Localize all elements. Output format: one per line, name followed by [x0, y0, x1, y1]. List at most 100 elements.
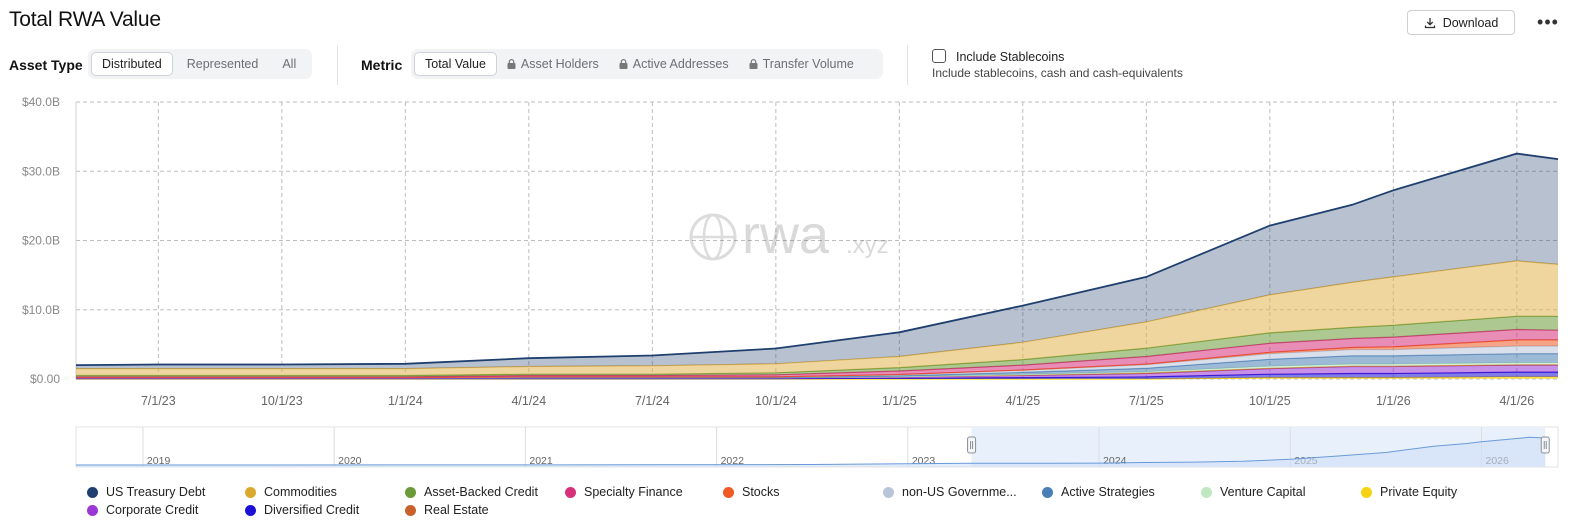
- legend-swatch: [565, 486, 576, 498]
- handle-grip[interactable]: [967, 436, 977, 454]
- metric-transfer-volume[interactable]: Transfer Volume: [739, 52, 864, 76]
- legend-item[interactable]: Active Strategies: [1042, 485, 1155, 499]
- navigator-area: [76, 437, 1546, 467]
- x-tick-label: 1/1/24: [388, 394, 423, 408]
- watermark-text: rwa: [742, 205, 830, 265]
- lock-icon: [619, 59, 628, 69]
- legend-item[interactable]: Commodities: [245, 485, 337, 499]
- area-us-treasury-debt[interactable]: [76, 153, 1558, 369]
- globe-icon: [689, 213, 737, 261]
- download-button[interactable]: Download: [1407, 10, 1515, 35]
- download-label: Download: [1442, 15, 1499, 30]
- legend-label: Real Estate: [424, 503, 489, 517]
- watermark-suffix: .xyz: [846, 232, 889, 259]
- lock-icon: [507, 59, 516, 69]
- asset-type-distributed[interactable]: Distributed: [91, 52, 173, 76]
- watermark: rwa .xyz: [689, 205, 889, 265]
- legend-label: Venture Capital: [1220, 485, 1306, 499]
- navigator-line: [75, 436, 1546, 466]
- legend-swatch: [1361, 486, 1372, 498]
- legend-swatch: [1201, 486, 1212, 498]
- asset-type-label: Asset Type: [9, 57, 83, 73]
- area-diversified-credit[interactable]: [76, 372, 1558, 379]
- legend-swatch: [87, 504, 98, 516]
- legend-swatch: [245, 486, 256, 498]
- globe-meridian: [702, 213, 724, 261]
- legend-label: Active Strategies: [1061, 485, 1155, 499]
- legend-item[interactable]: Venture Capital: [1201, 485, 1305, 499]
- asset-type-represented[interactable]: Represented: [186, 57, 259, 71]
- handle-grip[interactable]: [1540, 436, 1550, 454]
- range-navigator[interactable]: 20192020202120222023202420252026: [0, 425, 1575, 475]
- legend-item[interactable]: Stocks: [723, 485, 780, 499]
- download-icon: [1424, 17, 1435, 28]
- metric-active-addresses-label: Active Addresses: [632, 57, 729, 71]
- navigator-tick-label: 2020: [338, 455, 362, 467]
- legend-label: Diversified Credit: [264, 503, 360, 517]
- more-options-icon[interactable]: •••: [1537, 11, 1559, 32]
- metric-asset-holders-label: Asset Holders: [520, 57, 599, 71]
- lock-icon: [749, 59, 758, 69]
- divider: [337, 45, 338, 85]
- include-stablecoins-checkbox[interactable]: [932, 49, 946, 63]
- area-commodities[interactable]: [76, 260, 1558, 376]
- legend-swatch: [87, 486, 98, 498]
- legend-swatch: [405, 486, 416, 498]
- rwa-area-chart[interactable]: $0.00 $10.0B $20.0B $30.0B $40.0B 7/1/23 10/1/…: [0, 90, 1575, 420]
- y-tick-label: $40.0B: [22, 95, 60, 109]
- legend-item[interactable]: Private Equity: [1361, 485, 1457, 499]
- y-tick-label: $30.0B: [22, 164, 60, 178]
- legend-swatch: [1042, 486, 1053, 498]
- legend-swatch: [883, 486, 894, 498]
- page-title: Total RWA Value: [9, 8, 161, 31]
- metric-label: Metric: [361, 57, 403, 73]
- legend-item[interactable]: non-US Governme...: [883, 485, 1017, 499]
- navigator-handle-left[interactable]: [967, 436, 977, 454]
- asset-type-all[interactable]: All: [282, 57, 297, 71]
- legend-item[interactable]: Asset-Backed Credit: [405, 485, 538, 499]
- x-tick-label: 10/1/24: [755, 394, 797, 408]
- metric-total-value[interactable]: Total Value: [414, 52, 497, 76]
- legend-swatch: [405, 504, 416, 516]
- x-tick-label: 7/1/23: [141, 394, 176, 408]
- navigator-tick-label: 2019: [147, 455, 171, 467]
- legend-item[interactable]: US Treasury Debt: [87, 485, 205, 499]
- navigator-tick-label: 2022: [721, 455, 745, 467]
- x-tick-label: 10/1/25: [1249, 394, 1291, 408]
- area-corporate-credit[interactable]: [76, 365, 1558, 379]
- legend-label: non-US Governme...: [902, 485, 1017, 499]
- legend-item[interactable]: Real Estate: [405, 503, 489, 517]
- x-tick-label: 10/1/23: [261, 394, 303, 408]
- legend-label: Specialty Finance: [584, 485, 683, 499]
- x-tick-label: 7/1/25: [1129, 394, 1164, 408]
- legend-label: Asset-Backed Credit: [424, 485, 538, 499]
- legend-swatch: [245, 504, 256, 516]
- legend-label: Corporate Credit: [106, 503, 199, 517]
- line-commodities: [76, 260, 1559, 370]
- x-tick-label: 7/1/24: [635, 394, 670, 408]
- legend-item[interactable]: Specialty Finance: [565, 485, 683, 499]
- y-tick-label: $20.0B: [22, 234, 60, 248]
- metric-transfer-volume-label: Transfer Volume: [762, 57, 854, 71]
- include-stablecoins-label[interactable]: Include Stablecoins: [956, 50, 1065, 64]
- navigator-tick-label: 2021: [529, 455, 553, 467]
- navigator-handle-right[interactable]: [1540, 436, 1550, 454]
- legend-item[interactable]: Corporate Credit: [87, 503, 198, 517]
- chart-legend: US Treasury Debt Commodities Asset-Backed …: [87, 485, 1567, 520]
- x-tick-label: 1/1/26: [1376, 394, 1411, 408]
- legend-label: Private Equity: [1380, 485, 1458, 499]
- legend-label: Stocks: [742, 485, 780, 499]
- metric-toggle: Total Value Asset Holders Active Address…: [411, 49, 883, 79]
- legend-item[interactable]: Diversified Credit: [245, 503, 359, 517]
- metric-active-addresses[interactable]: Active Addresses: [609, 52, 739, 76]
- x-tick-label: 4/1/24: [511, 394, 546, 408]
- include-stablecoins-description: Include stablecoins, cash and cash-equiv…: [932, 66, 1183, 80]
- line-us-treasury-debt: [75, 152, 1559, 366]
- x-tick-label: 1/1/25: [882, 394, 917, 408]
- y-tick-label: $10.0B: [22, 303, 60, 317]
- legend-label: US Treasury Debt: [106, 485, 206, 499]
- x-tick-label: 4/1/25: [1005, 394, 1040, 408]
- y-tick-label: $0.00: [30, 372, 60, 386]
- metric-asset-holders[interactable]: Asset Holders: [497, 52, 609, 76]
- asset-type-toggle: Distributed Represented All: [88, 49, 312, 79]
